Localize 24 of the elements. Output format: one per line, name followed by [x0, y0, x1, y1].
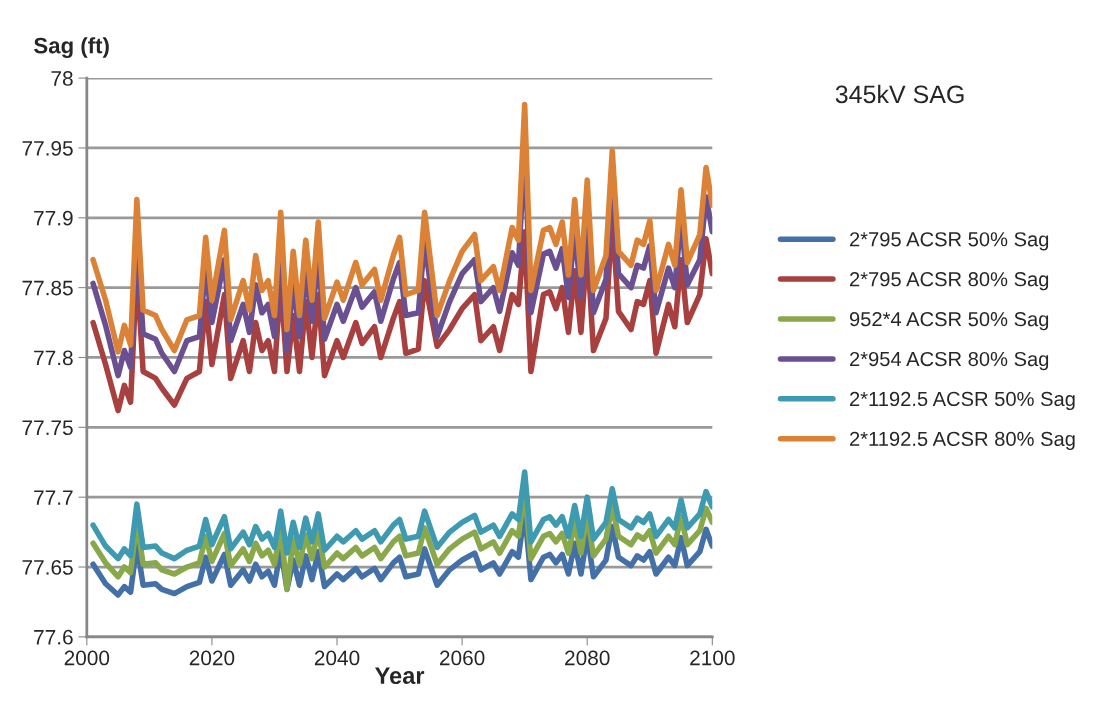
x-axis-title: Year: [375, 667, 425, 685]
legend-label: 2*795 ACSR 50% Sag: [850, 232, 1049, 251]
y-tick-label: 77.6: [34, 629, 73, 645]
legend-label: 2*1192.5 ACSR 50% Sag: [850, 391, 1075, 411]
x-tick-label: 2060: [440, 650, 485, 666]
y-tick-label: 77.75: [22, 420, 73, 436]
legend-label: 2*1192.5 ACSR 80% Sag: [850, 431, 1075, 450]
y-tick-label: 78: [51, 71, 73, 86]
y-tick-label: 77.65: [22, 560, 73, 575]
legend-label: 952*4 ACSR 50% Sag: [849, 311, 1049, 331]
y-tick-label: 77.7: [34, 490, 73, 505]
x-tick-label: 2000: [64, 650, 110, 666]
x-tick-label: 2100: [690, 650, 735, 666]
text: 345kV SAG: [835, 84, 964, 104]
legend-label: 2*795 ACSR 80% Sag: [850, 272, 1049, 291]
y-axis-title: Sag (ft): [34, 37, 109, 58]
x-tick-label: 2020: [189, 650, 235, 666]
x-tick-label: 2040: [314, 650, 360, 666]
x-tick-label: 2080: [565, 650, 610, 666]
y-tick-label: 77.8: [34, 350, 73, 366]
legend-label: 2*954 ACSR 80% Sag: [850, 351, 1049, 371]
y-tick-label: 77.9: [34, 210, 73, 226]
y-tick-label: 77.85: [22, 280, 73, 296]
y-tick-label: 77.95: [22, 140, 73, 156]
